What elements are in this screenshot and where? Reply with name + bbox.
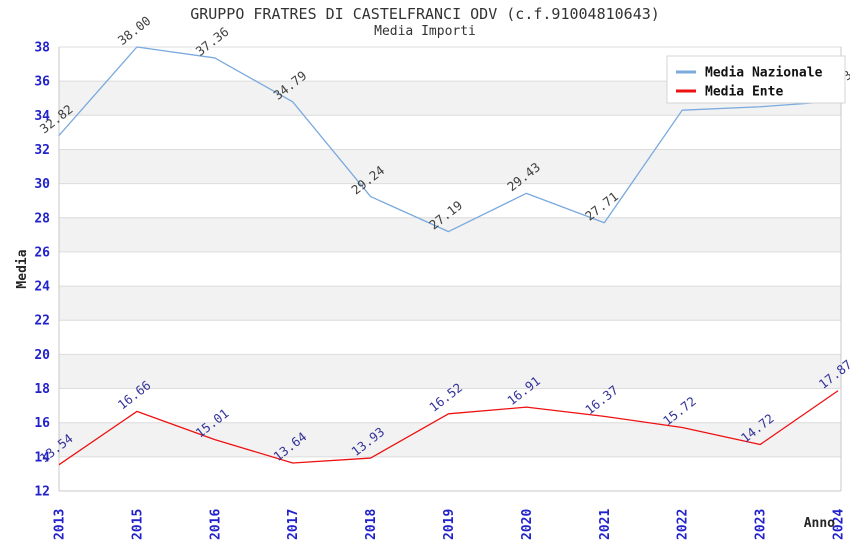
x-tick-label: 2021	[598, 509, 613, 540]
series-line-media-nazionale	[58, 46, 839, 233]
plot-band	[59, 320, 841, 355]
plot-band	[59, 422, 841, 457]
plot-band	[59, 149, 841, 184]
x-tick-label: 2023	[754, 509, 769, 540]
plot-band	[59, 183, 841, 218]
x-tick-label: 2016	[208, 509, 223, 540]
y-tick-label: 20	[34, 348, 50, 363]
plot-band	[59, 251, 841, 287]
x-tick-label: 2017	[286, 509, 301, 540]
y-tick-label: 22	[34, 314, 50, 329]
y-tick-label: 24	[34, 280, 50, 295]
y-tick-label: 32	[34, 143, 50, 158]
x-axis-title: Anno	[804, 516, 835, 531]
plot-band	[59, 286, 841, 321]
x-tick-label: 2013	[53, 509, 68, 540]
plot-band	[59, 217, 841, 252]
y-tick-label: 16	[34, 416, 50, 431]
y-tick-label: 36	[34, 75, 50, 90]
plot-band	[59, 388, 841, 423]
plot-band	[59, 115, 841, 150]
y-tick-label: 30	[34, 177, 50, 192]
point-label: 38.00	[115, 13, 154, 48]
legend-label-ente: Media Ente	[705, 85, 783, 100]
x-tick-label: 2018	[364, 509, 379, 540]
y-tick-label: 26	[34, 245, 50, 260]
plot-band	[59, 354, 841, 389]
y-axis-title: Media	[15, 249, 30, 288]
y-tick-label: 12	[34, 485, 50, 500]
chart-title: GRUPPO FRATRES DI CASTELFRANCI ODV (c.f.…	[190, 5, 660, 23]
y-tick-label: 14	[34, 450, 50, 465]
legend-label-nazionale: Media Nazionale	[705, 66, 823, 81]
x-tick-label: 2024	[832, 509, 847, 540]
y-tick-label: 34	[34, 109, 50, 124]
x-tick-label: 2015	[130, 509, 145, 540]
plot-band	[59, 456, 841, 491]
y-tick-label: 28	[34, 211, 50, 226]
y-tick-label: 18	[34, 382, 50, 397]
chart-subtitle: Media Importi	[374, 24, 476, 39]
x-tick-label: 2020	[520, 509, 535, 540]
x-tick-label: 2022	[676, 509, 691, 540]
x-tick-label: 2019	[442, 509, 457, 540]
legend-box	[666, 55, 846, 104]
series-line-media-ente	[58, 390, 839, 466]
y-tick-label: 38	[34, 41, 50, 56]
